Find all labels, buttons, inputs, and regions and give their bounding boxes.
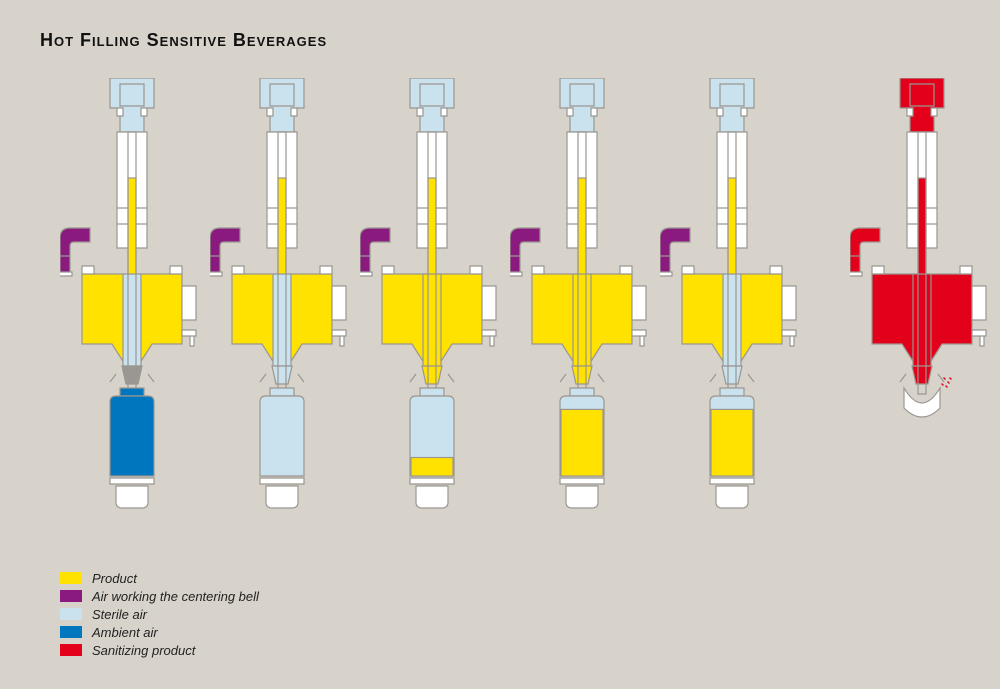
legend-row-sterile_air: Sterile air	[60, 605, 259, 623]
valve-diagram	[210, 78, 350, 548]
legend-swatch	[60, 626, 82, 638]
legend-label: Ambient air	[92, 625, 158, 640]
legend-swatch	[60, 608, 82, 620]
stage-4	[510, 78, 650, 548]
valve-diagram	[510, 78, 650, 548]
stage-5	[660, 78, 800, 548]
legend: Product Air working the centering bell Ste…	[60, 569, 259, 659]
legend-swatch	[60, 572, 82, 584]
page-title: Hot Filling Sensitive Beverages	[40, 30, 327, 51]
stage-1	[60, 78, 200, 548]
legend-swatch	[60, 644, 82, 656]
legend-label: Sterile air	[92, 607, 147, 622]
legend-row-air_bell: Air working the centering bell	[60, 587, 259, 605]
legend-label: Product	[92, 571, 137, 586]
stage-2	[210, 78, 350, 548]
valve-stage-row	[60, 78, 990, 548]
legend-label: Sanitizing product	[92, 643, 195, 658]
legend-row-product: Product	[60, 569, 259, 587]
valve-diagram	[60, 78, 200, 548]
legend-swatch	[60, 590, 82, 602]
legend-row-sanitize: Sanitizing product	[60, 641, 259, 659]
stage-spacer	[810, 78, 840, 548]
stage-3	[360, 78, 500, 548]
stage-6-sanitize	[850, 78, 990, 548]
valve-diagram	[360, 78, 500, 548]
legend-row-ambient_air: Ambient air	[60, 623, 259, 641]
valve-diagram	[660, 78, 800, 548]
legend-label: Air working the centering bell	[92, 589, 259, 604]
valve-diagram	[850, 78, 990, 548]
